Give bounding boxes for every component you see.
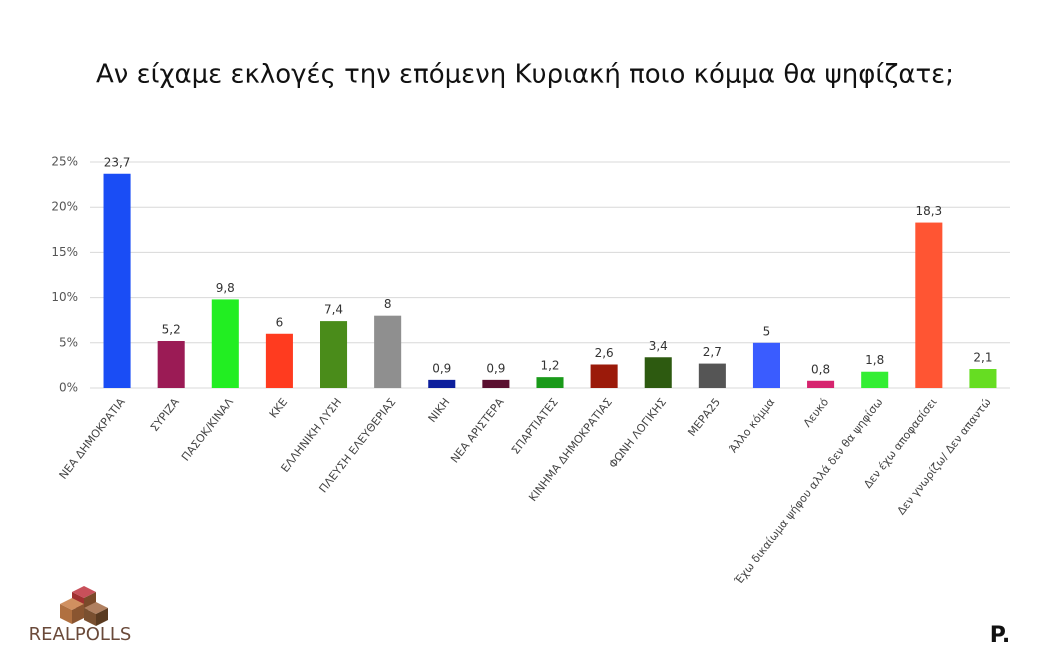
x-tick-label: ΠΑΣΟΚ/ΚΙΝΑΛ [179, 395, 236, 463]
bar [536, 377, 564, 388]
bar [644, 357, 672, 388]
bar [428, 379, 456, 388]
value-label: 6 [276, 315, 284, 329]
bar [265, 333, 293, 388]
bar [482, 379, 510, 388]
bar [807, 380, 835, 388]
bar [590, 364, 618, 388]
bar [374, 315, 402, 388]
value-label: 0,8 [811, 362, 830, 376]
x-tick-label: Δεν γνωρίζω/ Δεν απαντώ [895, 396, 994, 518]
bar [915, 222, 943, 388]
bar [320, 321, 348, 388]
bar [211, 299, 239, 388]
value-label: 1,2 [540, 359, 559, 373]
x-tick-label: ΝΕΑ ΔΗΜΟΚΡΑΤΙΑ [57, 395, 128, 481]
value-label: 2,6 [595, 346, 614, 360]
y-tick-label: 0% [59, 381, 78, 395]
value-label: 23,7 [104, 155, 131, 169]
value-label: 5,2 [162, 322, 181, 336]
bar [969, 369, 997, 388]
left-logo: REALPOLLS [29, 586, 132, 645]
y-tick-label: 20% [51, 200, 78, 214]
x-tick-label: ΣΥΡΙΖΑ [148, 395, 182, 434]
bar [861, 371, 889, 388]
x-tick-label: ΝΙΚΗ [426, 396, 453, 425]
bar [157, 340, 185, 388]
bar [103, 173, 131, 388]
bar [752, 342, 780, 388]
y-tick-label: 15% [51, 245, 78, 259]
x-tick-label: ΝΕΑ ΑΡΙΣΤΕΡΑ [448, 395, 507, 465]
value-label: 3,4 [649, 339, 668, 353]
y-tick-label: 10% [51, 290, 78, 304]
x-tick-label: Λευκό [801, 395, 832, 429]
value-label: 18,3 [915, 204, 942, 218]
y-tick-label: 25% [51, 155, 78, 169]
x-tick-label: ΦΩΝΗ ΛΟΓΙΚΗΣ [606, 396, 669, 471]
x-tick-label: ΜΕΡΑ25 [685, 396, 723, 439]
x-tick-label: ΚΚΕ [267, 396, 290, 421]
value-label: 9,8 [216, 281, 235, 295]
x-tick-label: ΣΠΑΡΤΙΑΤΕΣ [509, 396, 561, 457]
x-tick-label: Άλλο κόμμα [727, 396, 777, 455]
bar [698, 363, 726, 388]
y-tick-label: 5% [59, 335, 78, 349]
value-label: 2,7 [703, 345, 722, 359]
value-label: 1,8 [865, 353, 884, 367]
value-label: 8 [384, 297, 392, 311]
publisher-logo: P. [990, 623, 1010, 648]
chart-title: Αν είχαμε εκλογές την επόμενη Κυριακή πο… [96, 60, 954, 90]
logo-text: REALPOLLS [29, 624, 132, 645]
value-label: 0,9 [432, 361, 451, 375]
value-label: 2,1 [973, 351, 992, 365]
value-label: 7,4 [324, 303, 343, 317]
value-label: 5 [763, 324, 771, 338]
value-label: 0,9 [486, 361, 505, 375]
